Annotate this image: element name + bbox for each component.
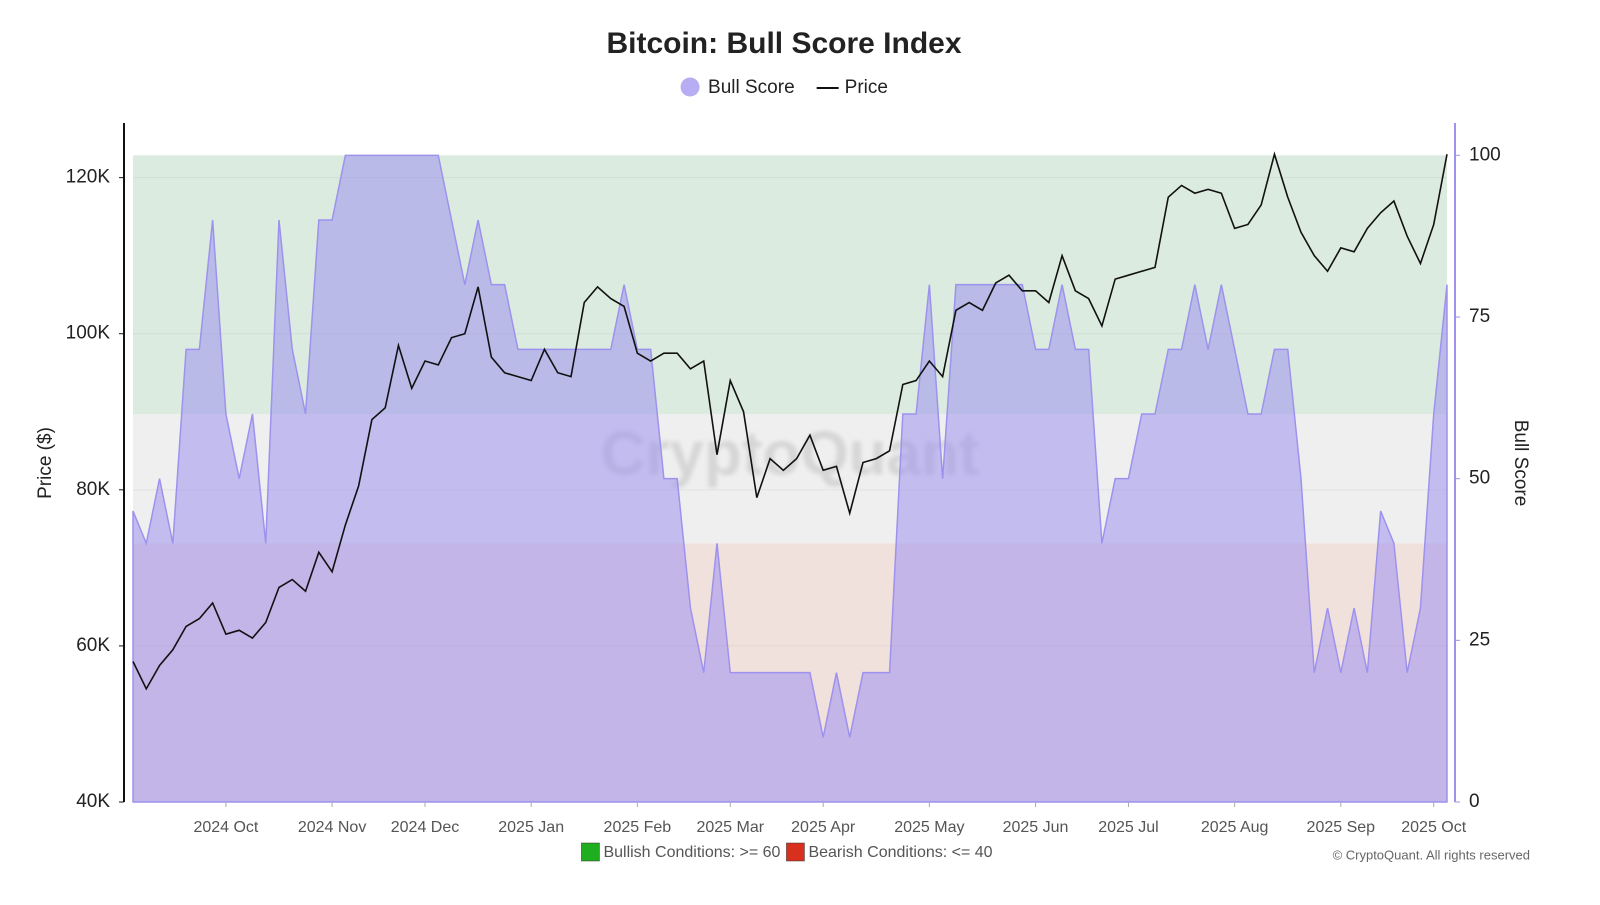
- x-tick-label: 2025 Sep: [1307, 819, 1376, 836]
- legend-label: Price: [845, 77, 888, 98]
- x-tick-label: 2025 Jan: [498, 819, 564, 836]
- y-tick-label: 60K: [76, 635, 110, 656]
- band-swatch: [581, 842, 600, 862]
- y2-tick-label: 100: [1469, 144, 1501, 165]
- x-tick-label: 2025 Jul: [1098, 819, 1159, 836]
- legend: Bull Score Price: [680, 77, 888, 98]
- y-tick-label: 40K: [76, 791, 110, 812]
- bull-score-area: [132, 154, 1448, 803]
- y2-tick-label: 75: [1469, 306, 1490, 327]
- x-tick-label: 2025 Jun: [1003, 819, 1069, 836]
- x-tick-label: 2024 Dec: [391, 819, 460, 836]
- legend-swatch: [680, 77, 700, 97]
- x-tick-label: 2024 Nov: [298, 819, 367, 836]
- chart-title: Bitcoin: Bull Score Index: [606, 27, 961, 60]
- band-swatch: [786, 842, 805, 862]
- credit: © CryptoQuant. All rights reserved: [1333, 847, 1530, 862]
- y-tick-label: 100K: [66, 323, 111, 344]
- x-tick-label: 2025 May: [894, 819, 964, 836]
- x-tick-label: 2025 Mar: [696, 819, 764, 836]
- legend-label: Bull Score: [708, 77, 795, 98]
- x-tick-label: 2024 Oct: [193, 819, 258, 836]
- x-tick-label: 2025 Apr: [791, 819, 856, 836]
- y-axis-title: Price ($): [35, 427, 56, 499]
- legend-item: Price: [816, 77, 888, 98]
- x-tick-label: 2025 Oct: [1401, 819, 1466, 836]
- y-tick-label: 80K: [76, 479, 110, 500]
- y2-tick-label: 25: [1469, 629, 1490, 650]
- x-tick-label: 2025 Feb: [604, 819, 672, 836]
- y2-tick-label: 50: [1469, 468, 1490, 489]
- y2-axis-title: Bull Score: [1510, 420, 1531, 507]
- legend-item: Bull Score: [680, 77, 795, 98]
- price-line: [132, 151, 1448, 691]
- y2-tick-label: 0: [1469, 791, 1480, 812]
- band-label: Bullish Conditions: >= 60: [603, 844, 780, 861]
- band-legend: Bullish Conditions: >= 60 Bearish Conditi…: [581, 842, 993, 862]
- y-tick-label: 120K: [66, 167, 111, 188]
- band-label: Bearish Conditions: <= 40: [808, 844, 992, 861]
- x-tick-label: 2025 Aug: [1201, 819, 1269, 836]
